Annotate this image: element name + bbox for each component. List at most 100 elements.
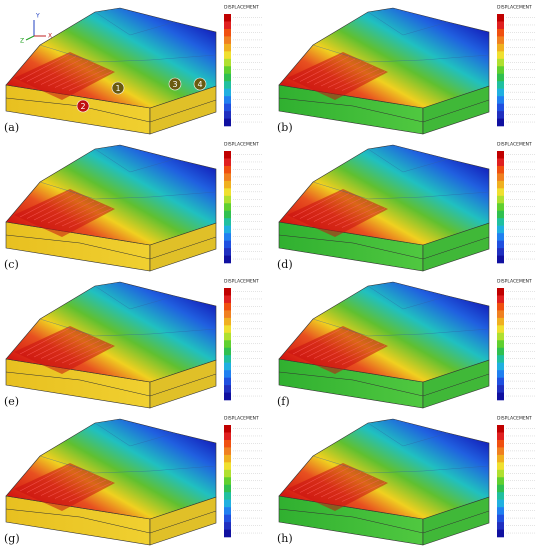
layer-line [278,371,490,397]
panel-label: (c) [4,258,19,271]
legend-swatch [497,88,504,97]
legend-swatch [497,355,504,363]
legend-swatch [497,43,504,52]
legend-swatch [224,392,231,401]
legend-swatch [497,14,504,22]
legend-swatch [224,58,231,67]
legend-swatch [224,340,231,349]
legend-swatch [224,484,231,493]
legend-swatch [224,51,231,60]
legend-swatch [224,165,231,174]
hatch [313,472,362,496]
hatch [19,327,71,355]
legend-swatch [224,66,231,75]
hatch [47,63,95,87]
legend-swatch [224,447,231,456]
legend-swatch [497,529,504,538]
red-zone [14,189,115,237]
panel: DISPLACEMENT (a) [4,5,262,135]
hatch [299,330,350,356]
hatch [54,203,101,225]
legend-swatch [224,103,231,112]
hatch [292,464,344,492]
legend-swatch [224,317,231,326]
hatch [26,330,77,356]
hatch [61,68,107,90]
bench-line [367,285,449,310]
legend-swatch [224,255,231,264]
legend-swatch [497,36,504,45]
panel: DISPLACEMENT (g) [4,416,262,546]
red-zone [14,52,115,100]
bench-line [39,318,217,337]
panel-label: (h) [277,532,293,545]
monitor-point [76,99,90,113]
hatch [299,193,350,219]
legend-title: DISPLACEMENT [224,5,259,11]
hatch [299,467,350,493]
hatch [292,190,344,218]
hatch [292,53,344,81]
legend-swatch [497,21,504,30]
legend-swatch [224,492,231,500]
hatch [61,205,107,227]
panel: DISPLACEMENT (e) [4,279,262,409]
monitor-point-label: 3 [172,80,177,89]
legend-swatch [497,173,504,182]
layer-line [278,508,490,534]
legend-swatch [497,477,504,486]
hatch [40,61,89,85]
hatch [327,340,374,362]
legend-swatch [224,81,231,89]
bench-line [94,285,176,310]
axis-label: X [48,33,52,40]
legend-swatch [497,180,504,189]
legend-swatch [224,288,231,296]
hatch [40,198,89,222]
layer-line [278,97,490,123]
legend-swatch [224,454,231,463]
hatch [26,467,77,493]
legend-swatch [497,377,504,386]
bench-line [367,11,449,36]
legend-swatch [497,288,504,296]
legend-swatch [497,233,504,241]
legend-swatch [224,425,231,433]
hatch [320,337,368,361]
legend-swatch [224,469,231,478]
legend-swatch [224,111,231,119]
legend-swatch [224,158,231,167]
legend-title: DISPLACEMENT [497,279,532,285]
legend-swatch [497,469,504,478]
legend-title: DISPLACEMENT [497,416,532,422]
hatch [313,198,362,222]
legend-title: DISPLACEMENT [224,279,259,285]
hatch [54,477,101,499]
legend-swatch [497,332,504,341]
hatch [306,195,356,221]
legend-swatch [497,158,504,167]
legend-swatch [497,151,504,159]
hatch [68,345,113,365]
hatch [320,63,368,87]
legend-swatch [224,529,231,538]
legend-swatch [497,81,504,89]
legend-swatch [497,165,504,174]
legend-swatch [224,347,231,356]
legend-swatch [497,370,504,378]
panel-label: (a) [4,121,19,134]
legend-swatch [224,302,231,311]
legend-swatch [497,255,504,264]
hatch [19,464,71,492]
legend-swatch [497,118,504,127]
hatch [40,335,89,359]
legend-swatch [497,462,504,471]
legend-swatch [497,454,504,463]
legend-swatch [497,73,504,82]
legend-swatch [497,210,504,219]
hatch [341,71,386,91]
bench-line [39,181,217,200]
bench-line [312,318,490,337]
hatch [306,469,356,495]
legend-swatch [224,248,231,256]
